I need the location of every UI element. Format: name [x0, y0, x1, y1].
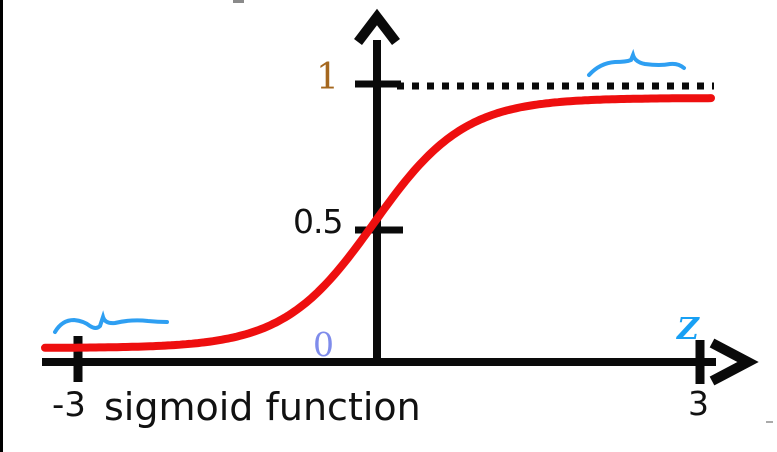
cropped-artifact-right [766, 421, 773, 423]
y-axis-arrow-icon [354, 8, 400, 46]
y-tick-label-0-5: 0.5 [293, 202, 343, 241]
left-tail-squiggle-annotation [53, 310, 169, 334]
origin-label-0: 0 [313, 325, 334, 364]
right-tail-squiggle-annotation [587, 48, 686, 77]
sigmoid-curve [41, 94, 715, 352]
x-tick-label-3: 3 [688, 384, 709, 423]
x-tick-label-neg3: -3 [52, 385, 86, 425]
left-edge-divider [0, 0, 3, 452]
chart-title: sigmoid function [104, 385, 421, 429]
x-axis-arrow-icon [709, 338, 759, 386]
x-axis-label-z: Z [677, 312, 699, 347]
y-tick-label-1: 1 [316, 57, 339, 98]
cropped-artifact-top [233, 0, 244, 3]
